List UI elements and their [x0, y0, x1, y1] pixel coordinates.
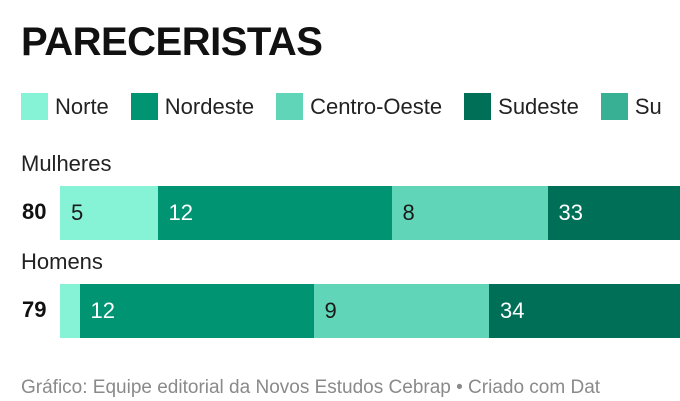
- bar-homens: 12 9 34: [60, 284, 680, 338]
- bar-segment-value: 33: [558, 200, 583, 225]
- bar-segment-nordeste: 12: [79, 284, 314, 338]
- chart-legend: Norte Nordeste Centro-Oeste Sudeste Su: [21, 93, 662, 120]
- bar-segment-norte: [60, 284, 80, 338]
- legend-label: Su: [634, 93, 662, 119]
- bar-segment-value: 8: [402, 200, 415, 225]
- chart-credit: Gráfico: Equipe editorial da Novos Estud…: [21, 377, 601, 398]
- legend-label: Nordeste: [164, 93, 255, 119]
- row-total-homens: 79: [22, 297, 47, 322]
- legend-label: Sudeste: [498, 93, 579, 119]
- bar-segment-sudeste: 34: [489, 284, 680, 338]
- bar-segment-sudeste: 33: [547, 186, 680, 240]
- row-label-mulheres: Mulheres: [21, 151, 112, 176]
- row-total-mulheres: 80: [22, 199, 47, 224]
- chart-title: PARECERISTAS: [21, 20, 323, 64]
- bar-segment-centro-oeste: 9: [313, 284, 489, 338]
- legend-item-nordeste: Nordeste: [130, 93, 255, 120]
- legend-item-norte: Norte: [21, 93, 109, 120]
- legend-label: Norte: [55, 93, 109, 119]
- bar-segment-value: 5: [71, 200, 84, 225]
- legend-item-su: Su: [600, 93, 662, 120]
- legend-item-centro-oeste: Centro-Oeste: [276, 93, 442, 120]
- bar-mulheres: 5 12 8 33: [60, 186, 680, 240]
- bar-segment-centro-oeste: 8: [391, 186, 548, 240]
- legend-label: Centro-Oeste: [310, 93, 443, 119]
- legend-swatch: [21, 93, 48, 120]
- legend-swatch: [464, 93, 492, 120]
- legend-swatch: [276, 93, 304, 120]
- bar-segment-value: 34: [500, 298, 525, 323]
- legend-item-sudeste: Sudeste: [464, 93, 579, 120]
- row-label-homens: Homens: [21, 249, 103, 274]
- bar-segment-value: 9: [324, 298, 337, 323]
- legend-swatch: [130, 93, 158, 120]
- bar-segment-nordeste: 12: [157, 186, 392, 240]
- bar-segment-norte: 5: [60, 186, 158, 240]
- bar-segment-value: 12: [168, 200, 193, 225]
- legend-swatch: [600, 93, 628, 120]
- bar-segment-value: 12: [90, 298, 115, 323]
